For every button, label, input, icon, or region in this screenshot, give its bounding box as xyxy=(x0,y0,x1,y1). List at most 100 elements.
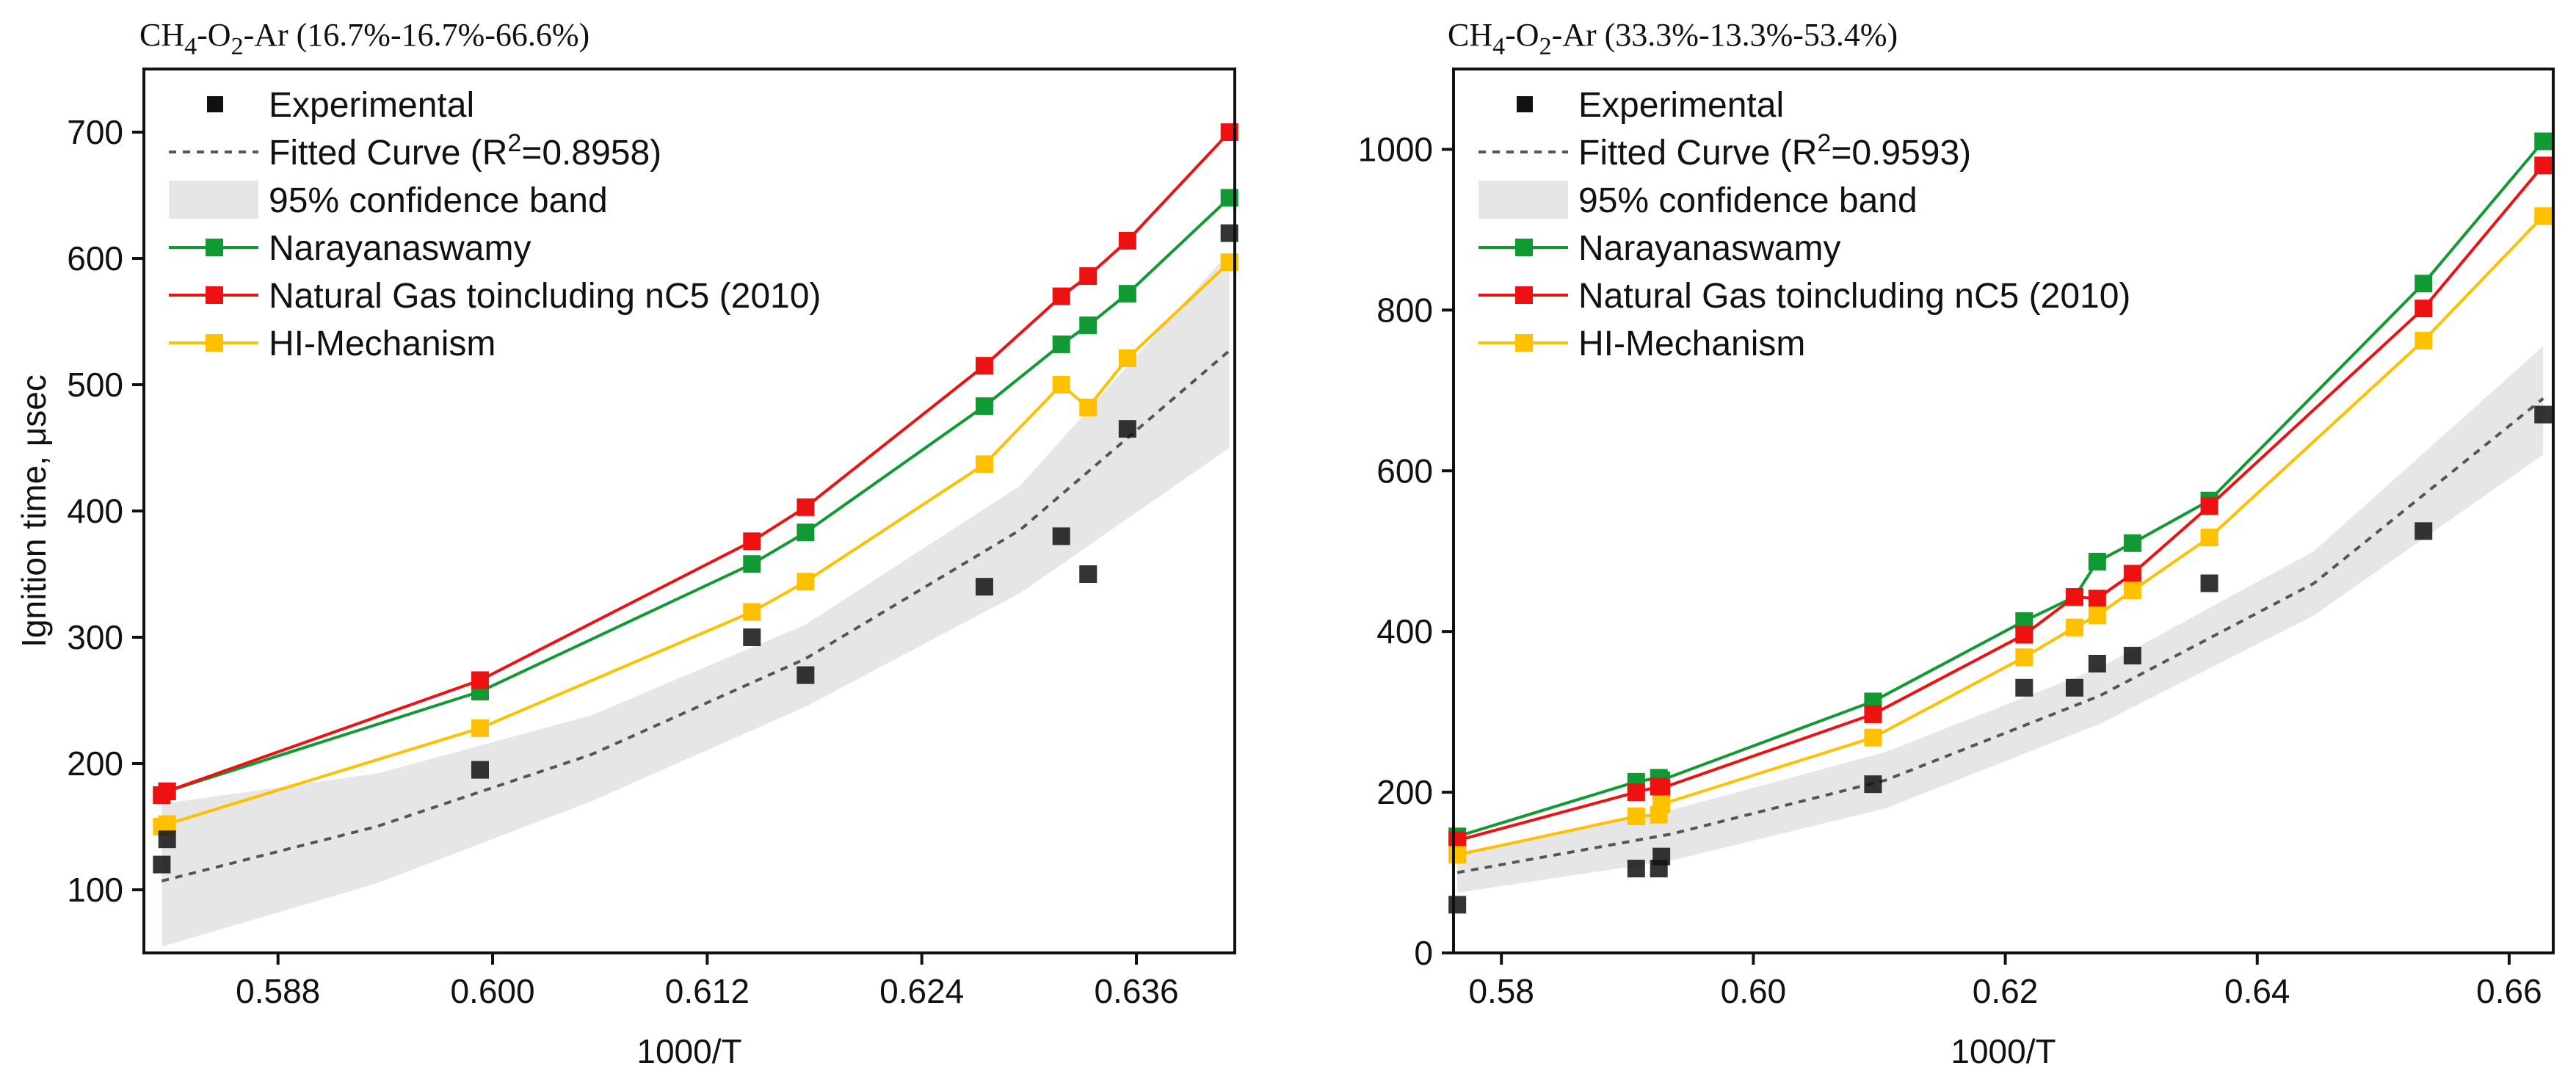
title-subscript: 2 xyxy=(231,33,244,60)
x-tick-label: 0.64 xyxy=(2224,972,2290,1010)
series-point-narayanaswamy xyxy=(975,397,993,416)
series-point-hi_mechanism xyxy=(1079,398,1097,416)
series-point-natural_gas xyxy=(1652,779,1671,797)
y-tick-label: 800 xyxy=(1376,291,1433,329)
experimental-point xyxy=(1118,420,1136,438)
y-tick-label: 200 xyxy=(67,744,123,783)
experimental-point xyxy=(1627,860,1645,878)
series-point-hi_mechanism xyxy=(1627,807,1645,825)
legend-fitted-prefix: Fitted Curve (R xyxy=(269,134,507,173)
legend-band-label: 95% confidence band xyxy=(1578,181,1918,220)
legend-natural_gas-label: Natural Gas toincluding nC5 (2010) xyxy=(1578,277,2130,316)
y-tick-label: 400 xyxy=(1376,612,1433,650)
title-part: CH xyxy=(139,17,184,53)
x-axis-label: 1000/T xyxy=(1951,1032,2056,1070)
series-point-hi_mechanism xyxy=(1448,846,1467,864)
experimental-point xyxy=(1448,896,1467,914)
series-point-hi_mechanism xyxy=(743,603,761,621)
series-point-hi_mechanism xyxy=(1052,376,1070,394)
series-point-natural_gas xyxy=(2088,590,2106,608)
series-point-narayanaswamy xyxy=(1079,316,1097,335)
y-tick-label: 300 xyxy=(67,618,123,656)
series-point-hi_mechanism xyxy=(158,815,176,833)
x-tick-label: 0.612 xyxy=(665,972,750,1010)
series-point-natural_gas xyxy=(1079,267,1097,286)
title-subscript: 4 xyxy=(184,33,197,60)
legend-narayanaswamy-marker xyxy=(206,239,223,256)
title-part: -O xyxy=(197,17,231,53)
series-point-hi_mechanism xyxy=(2015,648,2033,667)
x-tick-label: 0.62 xyxy=(1973,972,2039,1010)
x-axis-label: 1000/T xyxy=(636,1032,741,1070)
experimental-point xyxy=(2015,678,2033,697)
legend-natural_gas-marker xyxy=(1515,286,1533,304)
title-part: -O xyxy=(1505,17,1539,53)
title-part: -Ar (33.3%-13.3%-53.4%) xyxy=(1552,17,1898,53)
series-point-narayanaswamy xyxy=(2088,552,2106,570)
series-point-natural_gas xyxy=(2015,625,2033,644)
legend: Experimental Fitted Curve (R2=0.8958) 95% … xyxy=(169,86,821,363)
experimental-point xyxy=(471,761,489,779)
experimental-point xyxy=(975,578,993,596)
title-part: -Ar (16.7%-16.7%-66.6%) xyxy=(244,17,590,53)
series-point-hi_mechanism xyxy=(2088,606,2106,625)
series-point-narayanaswamy xyxy=(1052,335,1070,353)
confidence-band xyxy=(162,252,1230,947)
series-point-natural_gas xyxy=(471,671,489,689)
series-point-narayanaswamy xyxy=(2123,534,2141,552)
experimental-point xyxy=(2534,405,2553,424)
series-point-natural_gas xyxy=(2534,156,2553,175)
series-point-natural_gas xyxy=(1052,287,1070,305)
series-point-narayanaswamy xyxy=(2534,132,2553,151)
experimental-point xyxy=(158,830,176,849)
x-tick-label: 0.58 xyxy=(1468,972,1534,1010)
legend-experimental-label: Experimental xyxy=(269,86,474,125)
series-point-hi_mechanism xyxy=(797,573,815,591)
series-line-narayanaswamy xyxy=(161,196,1231,797)
series-point-natural_gas xyxy=(2123,565,2141,583)
legend-narayanaswamy-label: Narayanaswamy xyxy=(1578,229,1840,268)
y-tick-label: 0 xyxy=(1414,934,1433,972)
x-tick-label: 0.600 xyxy=(450,972,534,1010)
series-point-narayanaswamy xyxy=(1118,285,1136,303)
y-tick-label: 100 xyxy=(67,871,123,909)
legend-hi_mechanism-marker xyxy=(206,334,223,352)
x-tick-label: 0.66 xyxy=(2476,972,2542,1010)
title-subscript: 4 xyxy=(1492,33,1505,60)
legend-natural_gas-marker xyxy=(206,286,223,304)
legend-band-label: 95% confidence band xyxy=(269,181,608,220)
experimental-point xyxy=(797,666,815,684)
series-point-hi_mechanism xyxy=(1652,795,1671,813)
series-point-hi_mechanism xyxy=(2123,581,2141,600)
y-tick-label: 200 xyxy=(1376,773,1433,811)
x-tick-label: 0.624 xyxy=(879,972,964,1010)
legend-fitted-suffix: =0.8958) xyxy=(521,134,661,173)
legend-fitted-label: Fitted Curve (R2=0.9593) xyxy=(1578,129,1971,173)
y-axis-label: Ignition time, μsec xyxy=(15,374,53,648)
series-line-hi_mechanism xyxy=(161,261,1231,828)
legend-narayanaswamy-label: Narayanaswamy xyxy=(269,229,531,268)
legend-experimental-marker xyxy=(1517,96,1533,112)
series-point-natural_gas xyxy=(1864,705,1882,723)
chart-panel-right: CH4-O2-Ar (33.3%-13.3%-53.4%)0.58 0.60 0.6… xyxy=(1358,17,2555,1070)
series-point-natural_gas xyxy=(1118,231,1136,250)
chart-title: CH4-O2-Ar (33.3%-13.3%-53.4%) xyxy=(1448,17,1898,60)
chart-title: CH4-O2-Ar (16.7%-16.7%-66.6%) xyxy=(139,17,589,60)
legend-band-swatch xyxy=(1479,181,1568,219)
series-point-hi_mechanism xyxy=(471,719,489,737)
series-point-natural_gas xyxy=(975,357,993,375)
y-tick-label: 700 xyxy=(67,113,123,151)
y-tick-label: 600 xyxy=(1376,452,1433,490)
series-point-natural_gas xyxy=(797,498,815,516)
fitted-curve xyxy=(161,349,1230,882)
title-part: CH xyxy=(1448,17,1492,53)
legend-fitted-prefix: Fitted Curve (R xyxy=(1578,134,1817,173)
series-point-hi_mechanism xyxy=(1864,728,1882,747)
legend-hi_mechanism-label: HI-Mechanism xyxy=(269,324,496,363)
series-point-natural_gas xyxy=(158,782,176,800)
series-point-hi_mechanism xyxy=(2534,207,2553,225)
experimental-point xyxy=(2065,678,2083,697)
series-point-natural_gas xyxy=(1627,783,1645,802)
legend-fitted-superscript: 2 xyxy=(1817,129,1831,157)
